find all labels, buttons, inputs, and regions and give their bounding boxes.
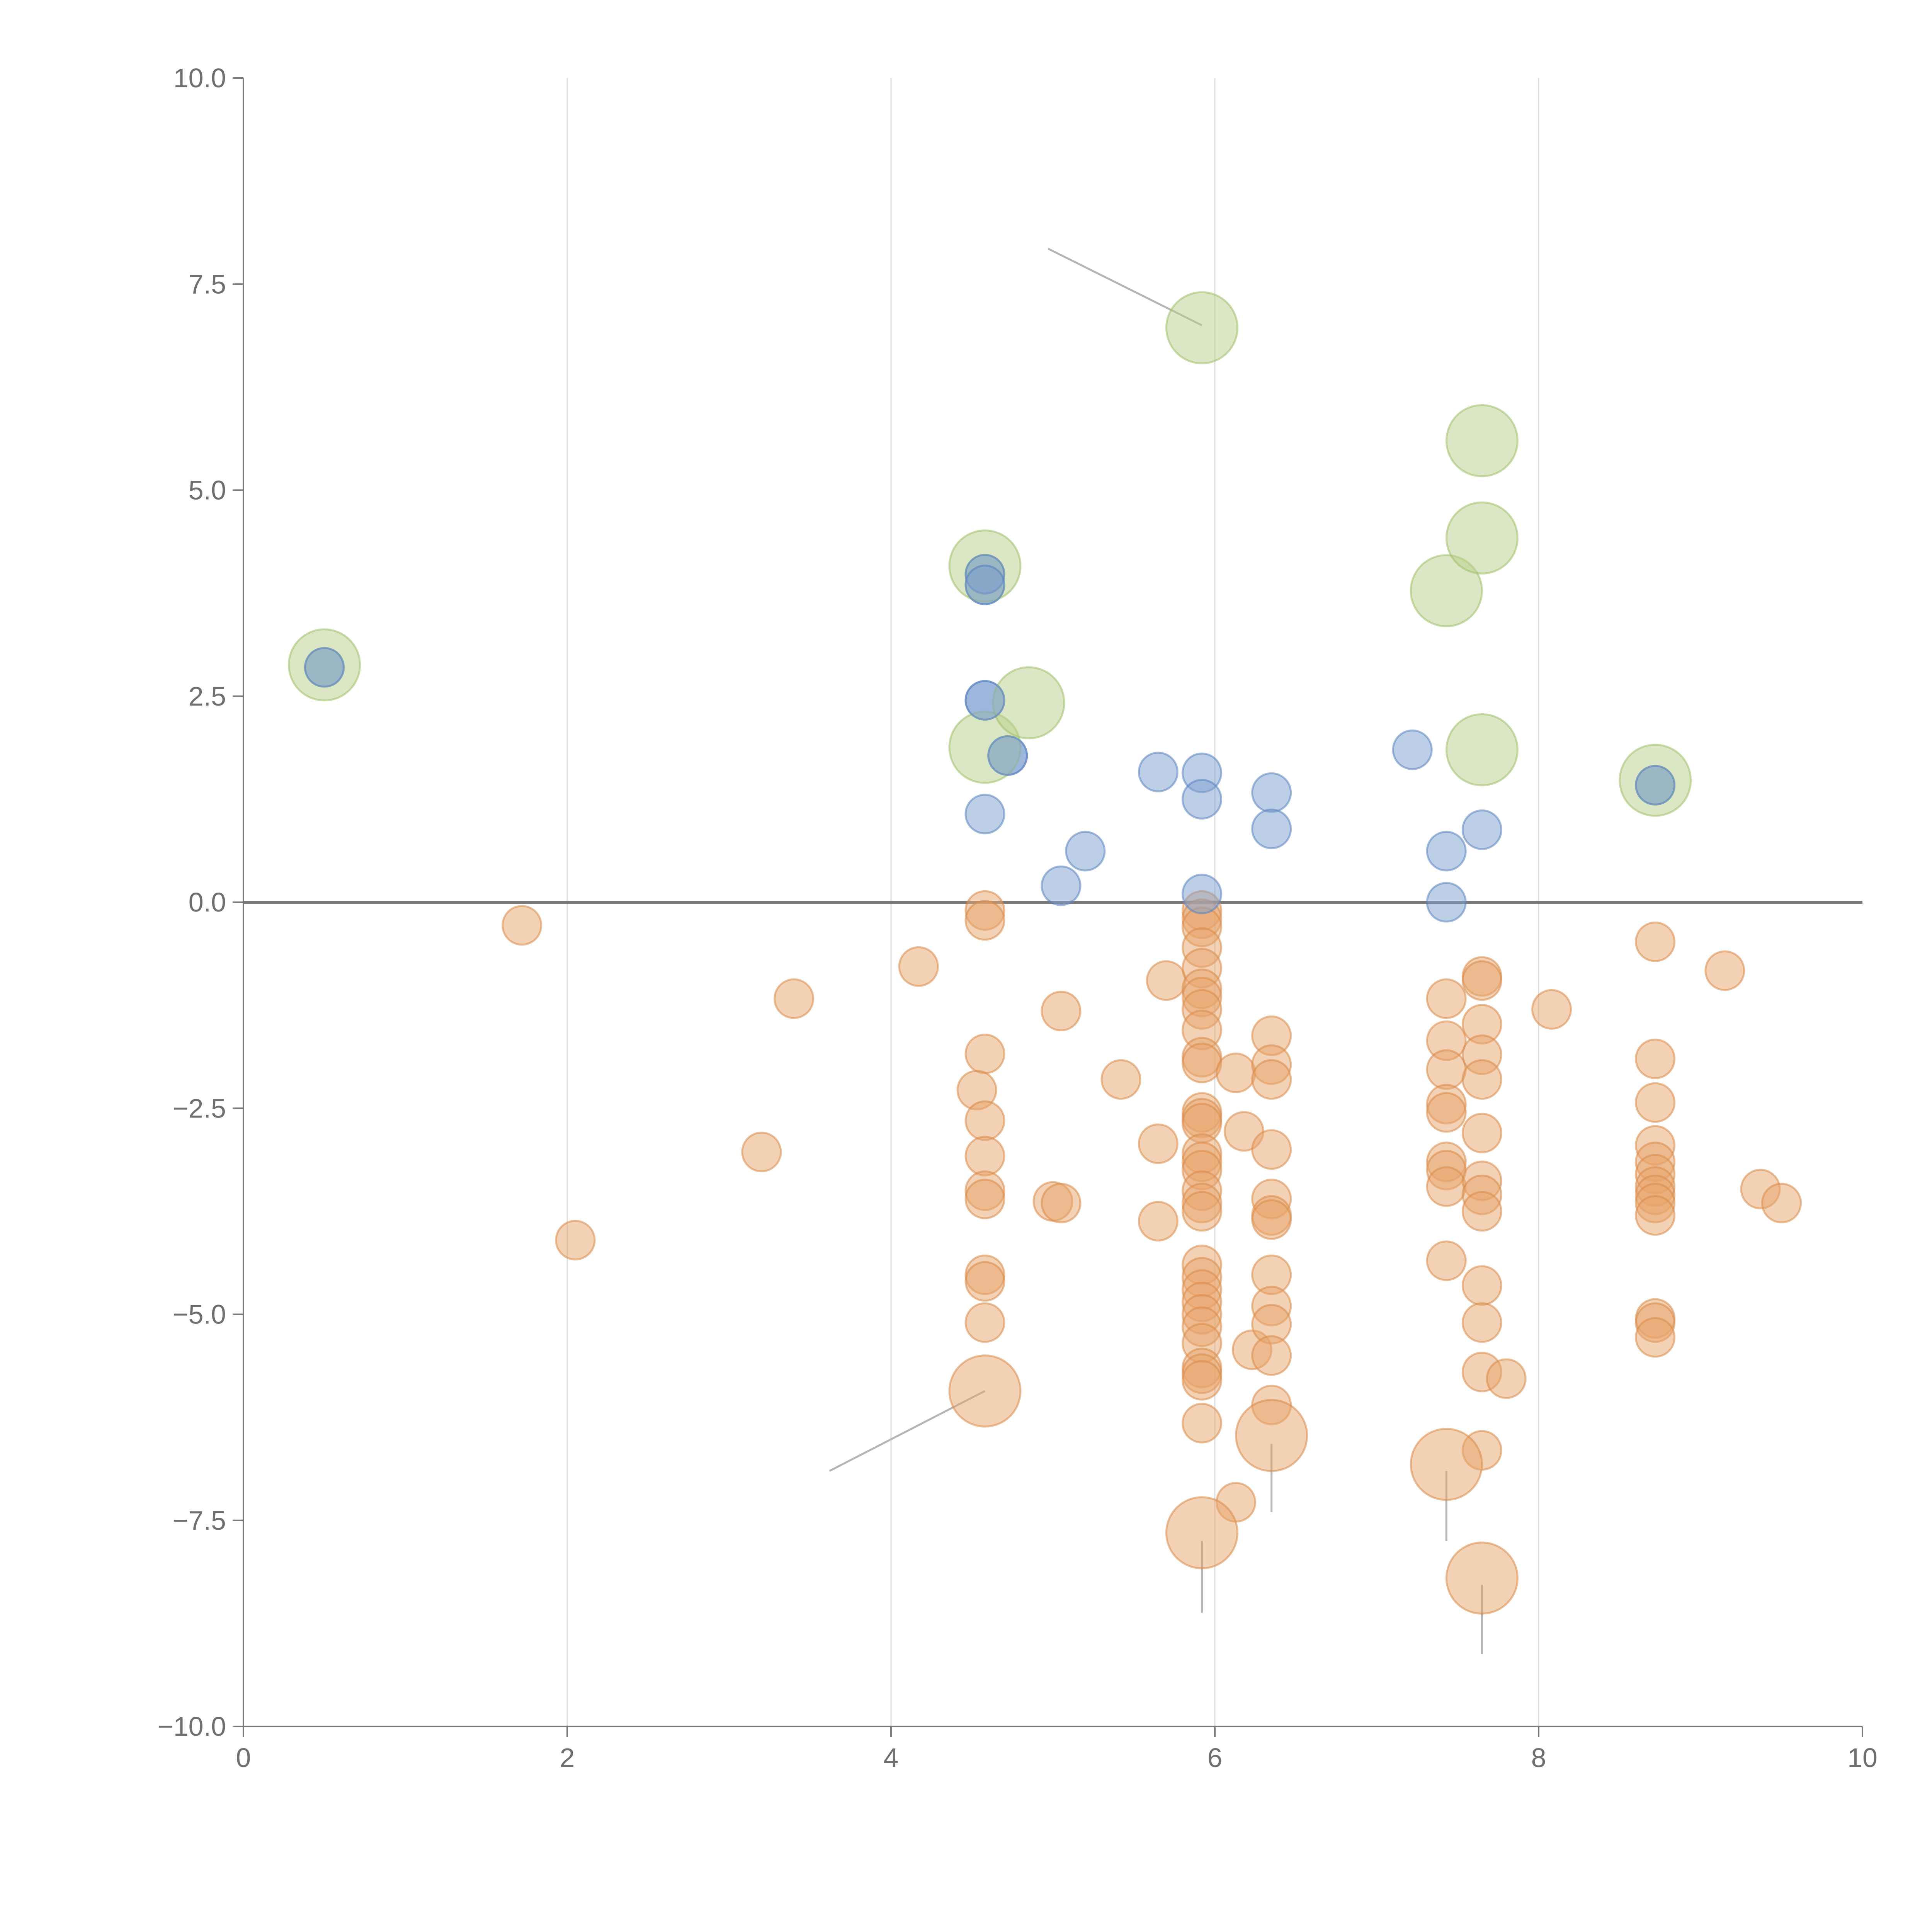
tick-labels: 10.0 7.5 5.0 2.5 0.0 −2.5 −5.0 −7.5 −10.0 0 2 4 6 8 10: [158, 63, 1878, 1773]
scatter-point-negative: [1635, 1038, 1676, 1079]
scatter-point-positive: [1251, 772, 1292, 813]
scatter-point-positive: [964, 794, 1005, 835]
y-tick-label: −5.0: [173, 1299, 226, 1330]
scatter-point-negative: [1461, 1059, 1502, 1100]
scatter-point-positive: [1461, 809, 1502, 850]
scatter-point-negative: [1100, 1059, 1141, 1100]
scatter-point-highlighted-positive: [1445, 713, 1519, 786]
scatter-point-positive-overlay: [304, 647, 345, 688]
y-tick-label: −7.5: [173, 1505, 226, 1536]
scatter-point-negative: [1426, 1166, 1467, 1207]
y-tick-label: 0.0: [189, 887, 226, 917]
x-tick-label: 6: [1208, 1743, 1223, 1773]
scatter-point-negative: [1041, 1183, 1082, 1224]
scatter-point-negative: [774, 978, 815, 1019]
scatter-point-negative: [1181, 1360, 1222, 1401]
scatter-point-negative: [1461, 960, 1502, 1001]
scatter-point-negative: [1251, 1199, 1292, 1240]
scatter-point-positive: [1251, 808, 1292, 849]
y-tick-label: 5.0: [189, 475, 226, 505]
scatter-point-positive-overlay: [987, 735, 1028, 776]
scatter-point-negative: [555, 1220, 596, 1261]
scatter-point-negative: [1041, 991, 1082, 1032]
scatter-point-highlighted-positive: [1410, 554, 1483, 628]
scatter-point-negative: [1181, 1043, 1222, 1083]
scatter-point-positive: [1181, 779, 1222, 820]
scatter-point-negative: [964, 1179, 1005, 1219]
scatter-point-negative: [964, 1136, 1005, 1177]
scatter-point-positive-overlay: [964, 680, 1005, 721]
scatter-point-negative: [1704, 950, 1745, 991]
y-tick-label: −2.5: [173, 1093, 226, 1123]
scatter-point-negative: [1461, 1112, 1502, 1153]
scatter-point-positive: [1426, 831, 1467, 872]
scatter-point-negative: [1146, 960, 1187, 1001]
scatter-point-highlighted-negative: [1235, 1399, 1308, 1472]
scatter-point-highlighted-negative: [1410, 1428, 1483, 1501]
scatter-point-negative: [1181, 1191, 1222, 1232]
y-tick-label: 2.5: [189, 681, 226, 711]
scatter-point-negative: [741, 1131, 782, 1172]
scatter-point-negative: [1635, 921, 1676, 962]
scatter-point-negative: [1635, 1195, 1676, 1236]
data-points: [288, 291, 1802, 1615]
scatter-point-negative: [1426, 1092, 1467, 1133]
scatter-point-negative: [1461, 1191, 1502, 1232]
scatter-point-negative: [964, 1100, 1005, 1141]
scatter-point-negative: [964, 900, 1005, 941]
scatter-point-highlighted-negative: [1165, 1496, 1238, 1570]
scatter-point-highlighted-negative: [1445, 1541, 1519, 1615]
scatter-point-negative: [1181, 1403, 1222, 1444]
x-tick-label: 2: [560, 1743, 575, 1773]
scatter-point-negative: [1215, 1053, 1256, 1094]
scatter-point-positive: [1426, 882, 1467, 923]
scatter-point-negative: [964, 1302, 1005, 1343]
scatter-point-highlighted-positive: [1445, 404, 1519, 478]
scatter-point-positive: [1041, 865, 1082, 906]
scatter-point-negative: [1486, 1358, 1527, 1399]
scatter-point-negative: [1531, 989, 1572, 1030]
scatter-point-highlighted-positive: [1165, 291, 1238, 364]
y-tick-label: −10.0: [158, 1711, 226, 1742]
scatter-point-negative: [1138, 1123, 1179, 1164]
x-tick-label: 10: [1847, 1743, 1878, 1773]
y-tick-label: 7.5: [189, 269, 226, 299]
scatter-point-negative: [1461, 1265, 1502, 1306]
scatter-point-highlighted-positive: [1445, 501, 1519, 575]
scatter-point-negative: [1426, 978, 1467, 1019]
axes: [233, 77, 1863, 1737]
scatter-point-highlighted-negative: [948, 1354, 1022, 1428]
scatter-point-negative: [898, 946, 939, 987]
x-tick-label: 8: [1531, 1743, 1546, 1773]
scatter-point-negative: [1635, 1317, 1676, 1358]
scatter-point-negative: [1461, 1302, 1502, 1343]
scatter-point-negative: [1761, 1183, 1802, 1224]
scatter-point-negative: [502, 905, 543, 946]
scatter-point-negative: [964, 1033, 1005, 1074]
x-tick-label: 0: [236, 1743, 251, 1773]
scatter-point-negative: [1251, 1335, 1292, 1376]
scatter-point-positive-overlay: [1635, 765, 1676, 806]
scatter-point-positive: [1392, 729, 1433, 770]
scatter-point-negative: [1635, 1082, 1676, 1123]
scatter-point-positive: [1065, 831, 1106, 872]
scatter-point-positive: [1181, 874, 1222, 915]
scatter-point-negative: [1426, 1240, 1467, 1281]
y-tick-label: 10.0: [173, 63, 226, 93]
scatter-point-positive-overlay: [964, 565, 1005, 605]
scatter-point-positive: [1138, 752, 1179, 793]
scatter-point-negative: [1251, 1059, 1292, 1100]
scatter-point-negative: [1251, 1129, 1292, 1170]
scatter-point-negative: [1426, 1049, 1467, 1090]
scatter-point-negative: [1138, 1201, 1179, 1242]
x-tick-label: 4: [884, 1743, 899, 1773]
scatter-point-negative: [964, 1261, 1005, 1302]
